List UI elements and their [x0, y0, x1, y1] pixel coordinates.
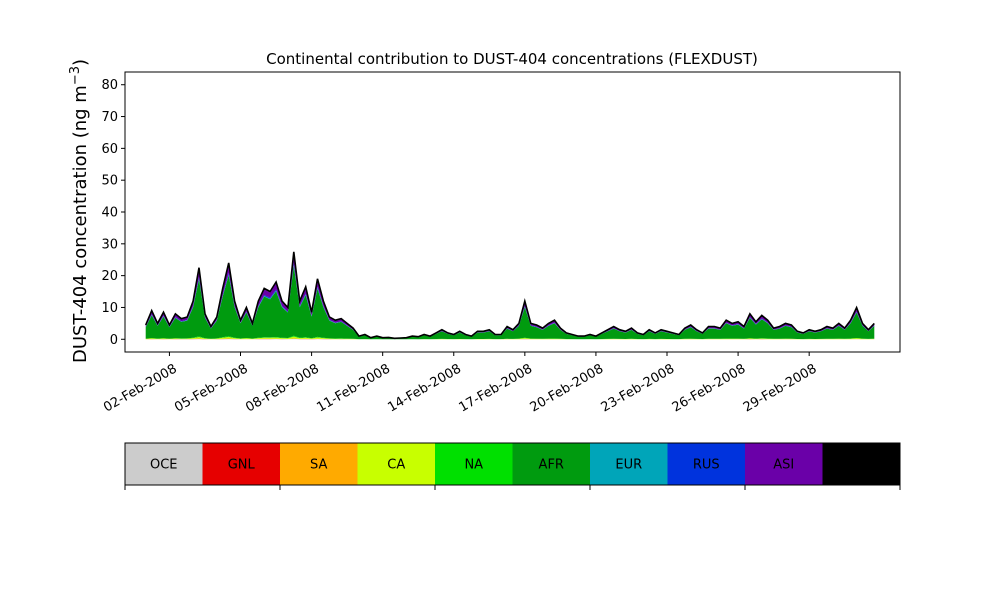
colorbar-label-aus: AUS	[848, 458, 875, 473]
colorbar-swatch-ca	[357, 443, 436, 485]
colorbar-swatch-na	[435, 443, 513, 485]
colorbar-label-gnl: GNL	[228, 458, 256, 473]
x-tick-label: 02-Feb-2008	[101, 361, 180, 415]
colorbar-label-ca: CA	[387, 458, 405, 473]
x-axis: 02-Feb-200805-Feb-200808-Feb-200811-Feb-…	[101, 352, 819, 415]
x-tick-label: 20-Feb-2008	[528, 361, 607, 415]
plot-frame	[124, 71, 901, 353]
y-tick-label: 30	[101, 237, 118, 252]
area-na	[145, 335, 875, 340]
colorbar-label-na: NA	[464, 458, 483, 473]
colorbar-swatch-aus	[822, 443, 901, 485]
y-tick-label: 20	[101, 269, 118, 284]
y-tick-label: 40	[101, 206, 118, 221]
y-axis-label-close: )	[70, 59, 91, 66]
colorbar-swatch-gnl	[202, 443, 281, 485]
colorbar-label-asi: ASI	[773, 458, 794, 473]
y-tick-label: 70	[101, 110, 118, 125]
y-axis-label: DUST-404 concentration (ng m−3)	[68, 59, 91, 363]
colorbar-swatch-asi	[745, 443, 823, 485]
plot-area	[124, 71, 901, 353]
colorbar-label-afr: AFR	[539, 458, 564, 473]
y-tick-label: 50	[101, 174, 118, 189]
colorbar-swatch-oce	[125, 443, 203, 485]
colorbar-label-oce: OCE	[150, 458, 178, 473]
x-tick-label: 17-Feb-2008	[456, 361, 535, 415]
y-tick-label: 80	[101, 78, 118, 93]
x-tick-label: 26-Feb-2008	[670, 361, 749, 415]
x-tick-label: 08-Feb-2008	[243, 361, 322, 415]
colorbar-swatch-eur	[590, 443, 668, 485]
x-tick-label: 05-Feb-2008	[172, 361, 251, 415]
y-tick-label: 0	[110, 333, 118, 348]
y-axis: 0 10 20 30 40 50 60 70 80	[101, 78, 125, 348]
area-gnl	[145, 338, 875, 340]
y-axis-label-main: DUST-404 concentration (ng m	[70, 85, 91, 363]
x-tick-label: 11-Feb-2008	[314, 361, 393, 415]
chart-title: Continental contribution to DUST-404 con…	[266, 50, 758, 68]
area-afr	[145, 265, 875, 340]
y-axis-label-superscript: −3	[68, 66, 83, 85]
colorbar-legend: OCE GNL SA CA NA AFR EUR RUS ASI AUS	[124, 442, 901, 490]
x-tick-label: 29-Feb-2008	[741, 361, 820, 415]
colorbar-swatch-afr	[512, 443, 591, 485]
colorbar-label-rus: RUS	[693, 458, 720, 473]
x-tick-label: 14-Feb-2008	[385, 361, 464, 415]
x-tick-label: 23-Feb-2008	[599, 361, 678, 415]
stacked-areas	[145, 251, 875, 340]
colorbar-frame	[124, 442, 901, 486]
colorbar-swatch-sa	[280, 443, 358, 485]
area-sa	[145, 338, 875, 340]
total-line	[144, 251, 875, 340]
area-ca	[145, 336, 875, 340]
colorbar-swatch-rus	[667, 443, 746, 485]
y-tick-label: 60	[101, 142, 118, 157]
colorbar-label-sa: SA	[310, 458, 327, 473]
colorbar-label-eur: EUR	[615, 458, 642, 473]
y-tick-label: 10	[101, 301, 118, 316]
